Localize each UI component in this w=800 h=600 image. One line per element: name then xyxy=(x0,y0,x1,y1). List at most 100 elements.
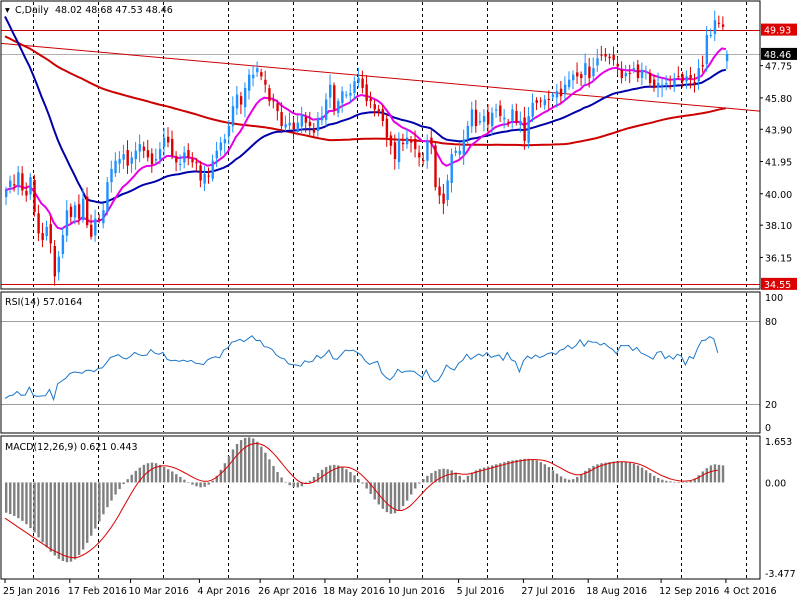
candle xyxy=(150,148,154,173)
candle xyxy=(81,188,85,223)
macd-bar xyxy=(604,462,607,483)
candle xyxy=(547,90,551,110)
macd-bar xyxy=(511,460,514,483)
candle-body xyxy=(519,121,522,126)
candle-body xyxy=(49,224,52,244)
rsi-panel[interactable]: RSI(14) 57.0164 100 80 20 0 xyxy=(0,291,783,434)
candle-body xyxy=(280,112,283,126)
candle xyxy=(324,93,328,127)
macd-signal-series xyxy=(4,442,718,559)
candle-body xyxy=(296,122,299,132)
macd-bar xyxy=(636,465,640,483)
candle xyxy=(596,48,599,72)
macd-bar xyxy=(697,475,700,483)
candle xyxy=(657,72,660,98)
candle-body xyxy=(725,53,729,62)
macd-bar xyxy=(426,475,429,483)
candle xyxy=(389,131,393,155)
candle xyxy=(77,194,81,225)
candle xyxy=(527,107,530,149)
candle-body xyxy=(414,138,417,150)
candle-body xyxy=(102,210,105,224)
macd-bar xyxy=(65,482,69,563)
candle xyxy=(162,127,166,156)
candle-body xyxy=(207,175,210,177)
macd-bar xyxy=(239,440,243,483)
candle xyxy=(138,134,142,163)
macd-bar xyxy=(86,482,89,543)
candle xyxy=(689,66,692,89)
candle-body xyxy=(454,150,457,153)
candle-body xyxy=(705,35,709,64)
macd-bar xyxy=(422,479,425,483)
candle-body xyxy=(515,111,518,123)
price-panel[interactable]: ▾ C,Daily 48.02 48.68 47.53 48.46 49.934… xyxy=(0,0,797,291)
candle xyxy=(252,65,255,87)
candle-body xyxy=(600,54,603,56)
candle-body xyxy=(555,91,559,98)
candle-body xyxy=(199,165,202,181)
candle xyxy=(308,111,312,136)
candle xyxy=(539,97,542,108)
candle xyxy=(486,104,490,134)
macd-bar xyxy=(673,481,676,483)
price-tick-label: 45.80 xyxy=(765,94,792,105)
macd-bar xyxy=(401,482,405,507)
macd-bar xyxy=(171,471,174,483)
candle-body xyxy=(227,125,231,137)
candle-body xyxy=(588,66,591,79)
macd-bar xyxy=(458,475,461,483)
candle xyxy=(499,100,502,122)
candle-body xyxy=(373,104,376,110)
candle-body xyxy=(86,196,89,226)
candle-body xyxy=(401,142,405,145)
candle xyxy=(665,75,668,91)
chart-header: ▾ C,Daily 48.02 48.68 47.53 48.46 xyxy=(5,5,173,16)
level-tag xyxy=(761,23,797,36)
candle-body xyxy=(648,72,652,84)
macd-panel[interactable]: MACD(12,26,9) 0.621 0.443 1.653 0.00 -3.47… xyxy=(0,435,796,580)
candle-body xyxy=(653,79,656,88)
candle xyxy=(503,109,506,129)
candle xyxy=(701,55,704,73)
candle xyxy=(118,151,121,173)
candle-body xyxy=(203,173,206,184)
macd-bar xyxy=(150,462,154,483)
candle xyxy=(434,142,437,191)
macd-bar xyxy=(187,482,190,484)
macd-bar xyxy=(5,482,8,513)
candle-body xyxy=(442,193,445,204)
macd-bar xyxy=(592,465,595,483)
rsi-series xyxy=(4,335,719,402)
candle-body xyxy=(632,68,636,70)
macd-bar xyxy=(478,468,482,483)
candle xyxy=(572,70,575,90)
candle-body xyxy=(661,84,664,87)
macd-bar xyxy=(53,482,56,556)
macd-bar xyxy=(600,463,603,483)
macd-bar xyxy=(503,462,506,483)
candle xyxy=(45,220,48,241)
candle xyxy=(86,187,89,228)
macd-bar xyxy=(41,482,44,543)
candle-body xyxy=(110,168,113,183)
time-tick-label: 27 Jul 2016 xyxy=(521,586,575,597)
candle xyxy=(620,61,623,84)
macd-bar xyxy=(434,470,437,483)
candle-body xyxy=(410,139,413,143)
macd-bar xyxy=(288,482,291,486)
macd-bar xyxy=(713,464,717,483)
macd-bar xyxy=(397,482,401,511)
macd-bar xyxy=(260,446,263,483)
candle xyxy=(333,82,336,116)
candle-body xyxy=(636,64,640,79)
macd-bar xyxy=(369,482,372,494)
candle-body xyxy=(685,76,688,82)
macd-bar xyxy=(474,470,478,483)
candle-body xyxy=(543,99,547,106)
candle-body xyxy=(248,74,251,91)
candle-body xyxy=(324,99,328,120)
candle xyxy=(466,121,470,144)
macd-bar xyxy=(122,482,125,485)
